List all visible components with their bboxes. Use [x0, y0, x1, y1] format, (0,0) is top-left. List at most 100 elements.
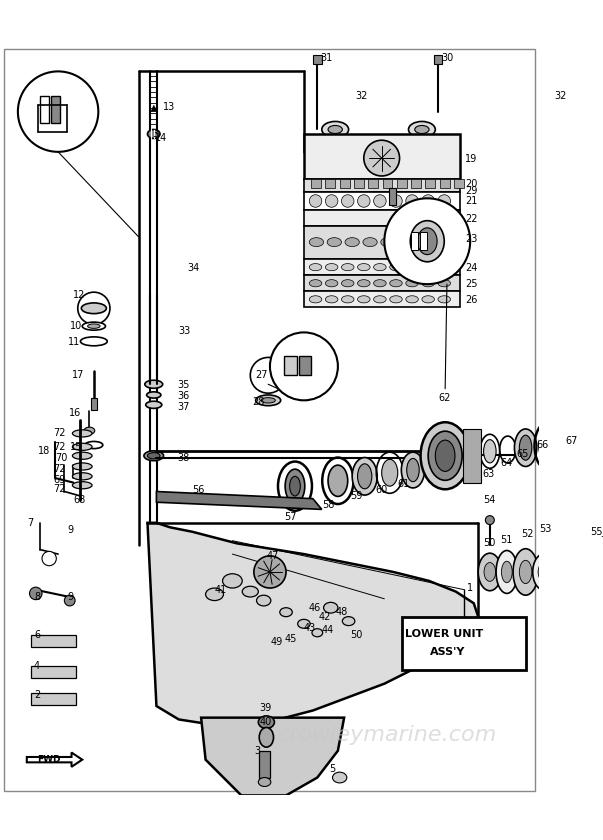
- Bar: [426, 179, 435, 187]
- Text: 31: 31: [320, 53, 332, 63]
- Ellipse shape: [84, 428, 95, 434]
- Text: 58: 58: [322, 500, 334, 510]
- Text: 1: 1: [467, 583, 473, 593]
- Bar: [304, 210, 460, 226]
- Bar: [304, 134, 460, 179]
- Text: 27: 27: [254, 370, 267, 381]
- Text: 68: 68: [74, 496, 86, 506]
- Ellipse shape: [148, 453, 160, 459]
- Text: 64: 64: [500, 458, 513, 468]
- Circle shape: [42, 551, 56, 565]
- Ellipse shape: [538, 563, 549, 581]
- Text: 71: 71: [601, 536, 603, 546]
- Circle shape: [384, 198, 470, 284]
- Ellipse shape: [598, 555, 603, 589]
- Ellipse shape: [256, 395, 280, 406]
- Ellipse shape: [332, 772, 347, 783]
- Text: 63: 63: [482, 469, 495, 479]
- Text: 22: 22: [465, 214, 478, 224]
- Bar: [434, 55, 441, 64]
- Text: 29: 29: [465, 186, 477, 197]
- Bar: [368, 179, 378, 187]
- Bar: [304, 291, 460, 307]
- Text: 36: 36: [177, 391, 189, 401]
- Bar: [284, 355, 297, 375]
- Bar: [389, 187, 396, 206]
- Ellipse shape: [341, 296, 354, 303]
- Ellipse shape: [484, 563, 496, 581]
- Ellipse shape: [352, 458, 377, 495]
- Text: 25: 25: [465, 279, 478, 289]
- Ellipse shape: [539, 429, 555, 463]
- Bar: [326, 179, 335, 187]
- Polygon shape: [201, 717, 344, 795]
- Ellipse shape: [72, 481, 92, 489]
- Text: 19: 19: [465, 154, 477, 164]
- Text: 53: 53: [539, 524, 551, 534]
- Ellipse shape: [285, 470, 305, 503]
- Ellipse shape: [258, 716, 274, 728]
- Text: 66: 66: [536, 440, 549, 450]
- Text: 24: 24: [465, 263, 477, 273]
- Ellipse shape: [81, 303, 106, 313]
- Ellipse shape: [72, 452, 92, 459]
- Text: 57: 57: [284, 512, 297, 522]
- Ellipse shape: [328, 125, 343, 134]
- Text: 9: 9: [67, 525, 73, 535]
- Circle shape: [358, 195, 370, 207]
- Ellipse shape: [374, 280, 386, 286]
- Ellipse shape: [341, 280, 354, 286]
- Text: 40: 40: [259, 717, 271, 727]
- Text: 62: 62: [438, 392, 450, 402]
- Ellipse shape: [242, 586, 258, 597]
- Ellipse shape: [428, 431, 462, 480]
- Bar: [382, 179, 393, 187]
- Circle shape: [326, 195, 338, 207]
- Ellipse shape: [358, 280, 370, 286]
- Ellipse shape: [309, 296, 322, 303]
- Text: 72: 72: [54, 428, 66, 438]
- Text: 35: 35: [177, 381, 189, 390]
- Text: 11: 11: [68, 337, 80, 347]
- Bar: [440, 179, 450, 187]
- Ellipse shape: [422, 296, 434, 303]
- Ellipse shape: [72, 444, 92, 450]
- Text: 52: 52: [521, 529, 534, 539]
- Text: 23: 23: [465, 234, 477, 244]
- Ellipse shape: [261, 397, 276, 403]
- Text: 70: 70: [55, 454, 68, 464]
- Ellipse shape: [223, 574, 242, 588]
- Bar: [339, 179, 350, 187]
- Bar: [354, 179, 364, 187]
- Polygon shape: [156, 491, 322, 509]
- Bar: [420, 233, 428, 250]
- Ellipse shape: [259, 727, 274, 747]
- Ellipse shape: [144, 451, 163, 460]
- Ellipse shape: [309, 264, 322, 270]
- Ellipse shape: [147, 391, 161, 398]
- Ellipse shape: [438, 280, 450, 286]
- Text: 50: 50: [350, 629, 363, 639]
- Ellipse shape: [502, 561, 512, 583]
- Polygon shape: [148, 522, 478, 726]
- Bar: [313, 55, 322, 64]
- Circle shape: [270, 333, 338, 401]
- Ellipse shape: [206, 588, 224, 601]
- Text: 67: 67: [565, 436, 577, 445]
- Ellipse shape: [422, 280, 434, 286]
- Ellipse shape: [406, 459, 419, 481]
- Bar: [311, 179, 321, 187]
- Text: 43: 43: [304, 623, 316, 633]
- Ellipse shape: [557, 562, 569, 582]
- Ellipse shape: [410, 221, 444, 262]
- Ellipse shape: [298, 619, 310, 628]
- Ellipse shape: [145, 381, 163, 388]
- Ellipse shape: [324, 602, 338, 613]
- Polygon shape: [304, 226, 460, 259]
- Text: 3: 3: [152, 129, 158, 139]
- Bar: [31, 693, 76, 705]
- Circle shape: [438, 195, 450, 207]
- Text: FWD: FWD: [37, 755, 61, 764]
- Ellipse shape: [579, 563, 592, 581]
- Circle shape: [65, 596, 75, 606]
